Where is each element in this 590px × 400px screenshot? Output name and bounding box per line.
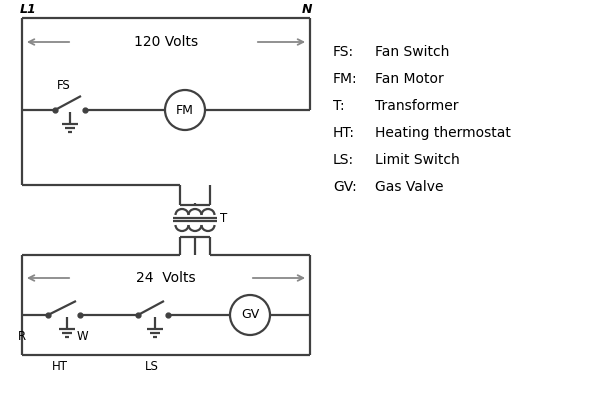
Text: HT:: HT: xyxy=(333,126,355,140)
Text: Fan Switch: Fan Switch xyxy=(375,45,450,59)
Text: R: R xyxy=(18,330,26,343)
Text: GV: GV xyxy=(241,308,259,322)
Text: Gas Valve: Gas Valve xyxy=(375,180,444,194)
Text: T:: T: xyxy=(333,99,345,113)
Text: LS: LS xyxy=(145,360,159,373)
Text: L1: L1 xyxy=(20,3,37,16)
Text: 120 Volts: 120 Volts xyxy=(134,35,198,49)
Text: T: T xyxy=(220,212,227,224)
Text: FS: FS xyxy=(57,79,71,92)
Text: Transformer: Transformer xyxy=(375,99,458,113)
Text: GV:: GV: xyxy=(333,180,357,194)
Text: Fan Motor: Fan Motor xyxy=(375,72,444,86)
Text: Limit Switch: Limit Switch xyxy=(375,153,460,167)
Text: 24  Volts: 24 Volts xyxy=(136,271,196,285)
Text: W: W xyxy=(76,330,88,343)
Text: FM:: FM: xyxy=(333,72,358,86)
Text: Heating thermostat: Heating thermostat xyxy=(375,126,511,140)
Text: FM: FM xyxy=(176,104,194,116)
Text: N: N xyxy=(301,3,312,16)
Text: HT: HT xyxy=(52,360,68,373)
Text: LS:: LS: xyxy=(333,153,354,167)
Text: FS:: FS: xyxy=(333,45,354,59)
